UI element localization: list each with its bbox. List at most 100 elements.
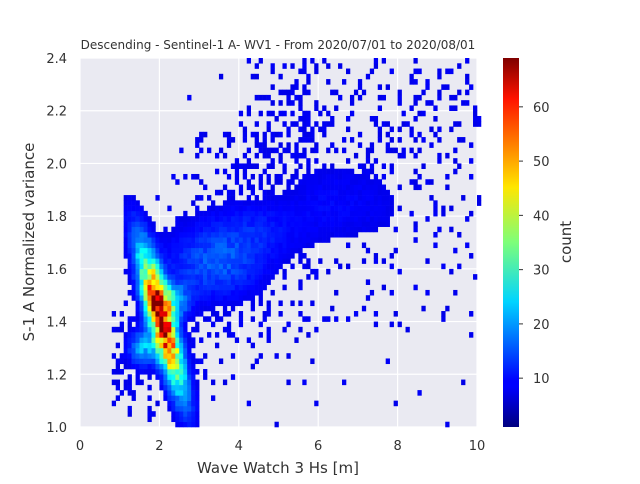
heatmap-cell	[171, 237, 176, 243]
heatmap-cell	[314, 205, 319, 212]
heatmap-cell	[139, 316, 144, 322]
heatmap-cell	[290, 242, 295, 249]
heatmap-cell	[377, 126, 383, 133]
heatmap-cell	[171, 353, 176, 359]
heatmap-cell	[357, 184, 363, 191]
heatmap-cell	[147, 284, 152, 291]
heatmap-cell	[131, 284, 136, 291]
heatmap-cell	[143, 231, 148, 238]
heatmap-cell	[183, 263, 188, 270]
colorbar-tick-label: 60	[533, 101, 550, 116]
heatmap-cell	[179, 263, 184, 270]
heatmap-cell	[187, 268, 192, 275]
heatmap-cell	[278, 100, 283, 106]
heatmap-cell	[365, 195, 371, 201]
heatmap-cell	[266, 247, 271, 254]
heatmap-cell	[322, 58, 327, 64]
heatmap-cell	[266, 231, 271, 238]
heatmap-cell	[246, 258, 252, 264]
heatmap-cell	[294, 184, 299, 191]
heatmap-cell	[230, 221, 236, 227]
heatmap-cell	[246, 274, 252, 280]
heatmap-cell	[123, 237, 128, 243]
heatmap-cell	[175, 358, 180, 365]
heatmap-cell	[397, 321, 402, 328]
heatmap-cell	[127, 289, 132, 296]
heatmap-cell	[326, 221, 331, 227]
heatmap-cell	[183, 295, 188, 301]
heatmap-cell	[365, 279, 371, 285]
heatmap-cell	[453, 121, 458, 127]
heatmap-cell	[353, 205, 359, 212]
heatmap-cell	[179, 279, 184, 285]
heatmap-cell	[131, 195, 136, 201]
heatmap-cell	[183, 242, 188, 249]
heatmap-cell	[322, 126, 327, 133]
heatmap-cell	[187, 405, 192, 412]
heatmap-cell	[199, 137, 204, 143]
heatmap-cell	[254, 63, 259, 69]
heatmap-cell	[183, 216, 188, 222]
heatmap-cell	[211, 210, 216, 217]
heatmap-cell	[187, 395, 192, 401]
heatmap-cell	[203, 374, 208, 380]
heatmap-cell	[282, 221, 287, 227]
heatmap-cell	[187, 384, 192, 391]
heatmap-cell	[290, 300, 295, 307]
heatmap-cell	[171, 279, 176, 285]
heatmap-cell	[369, 205, 375, 212]
heatmap-cell	[214, 242, 220, 249]
heatmap-cell	[147, 311, 152, 317]
heatmap-cell	[389, 205, 394, 212]
heatmap-cell	[445, 68, 450, 75]
heatmap-cell	[111, 379, 117, 386]
heatmap-cell	[179, 226, 184, 233]
y-tick-label: 2.4	[46, 52, 67, 67]
heatmap-cell	[119, 358, 124, 365]
heatmap-cell	[357, 173, 363, 180]
heatmap-cell	[171, 347, 176, 354]
heatmap-cell	[195, 358, 200, 365]
heatmap-cell	[278, 179, 283, 185]
heatmap-cell	[175, 384, 180, 391]
heatmap-cell	[131, 253, 136, 259]
heatmap-cell	[282, 268, 287, 275]
heatmap-cell	[195, 268, 200, 275]
heatmap-cell	[199, 274, 204, 280]
heatmap-cell	[127, 221, 132, 227]
heatmap-cell	[445, 184, 450, 191]
heatmap-cell	[211, 242, 216, 249]
heatmap-cell	[437, 152, 442, 159]
heatmap-cell	[242, 205, 248, 212]
heatmap-cell	[226, 231, 232, 238]
heatmap-cell	[238, 121, 244, 127]
heatmap-cell	[163, 379, 168, 386]
x-axis-label: Wave Watch 3 Hs [m]	[197, 459, 359, 477]
heatmap-cell	[465, 216, 470, 222]
heatmap-cell	[143, 216, 148, 222]
heatmap-cell	[262, 200, 267, 206]
heatmap-cell	[187, 311, 192, 317]
heatmap-cell	[322, 189, 327, 196]
heatmap-cell	[274, 226, 279, 233]
heatmap-cell	[310, 179, 315, 185]
heatmap-cell	[191, 369, 196, 375]
y-tick-label: 1.6	[46, 263, 67, 278]
heatmap-cell	[123, 210, 128, 217]
heatmap-cell	[175, 289, 180, 296]
heatmap-cell	[449, 105, 454, 112]
heatmap-cell	[433, 242, 438, 249]
heatmap-cell	[457, 63, 462, 69]
heatmap-cell	[302, 316, 307, 322]
heatmap-cell	[222, 300, 228, 307]
heatmap-cell	[175, 342, 180, 349]
heatmap-cell	[330, 89, 335, 96]
heatmap-cell	[127, 253, 132, 259]
heatmap-cell	[163, 311, 168, 317]
heatmap-cell	[222, 311, 228, 317]
heatmap-cell	[413, 179, 418, 185]
heatmap-cell	[349, 216, 355, 222]
heatmap-cell	[389, 126, 394, 133]
heatmap-cell	[310, 221, 315, 227]
heatmap-cell	[377, 131, 383, 138]
